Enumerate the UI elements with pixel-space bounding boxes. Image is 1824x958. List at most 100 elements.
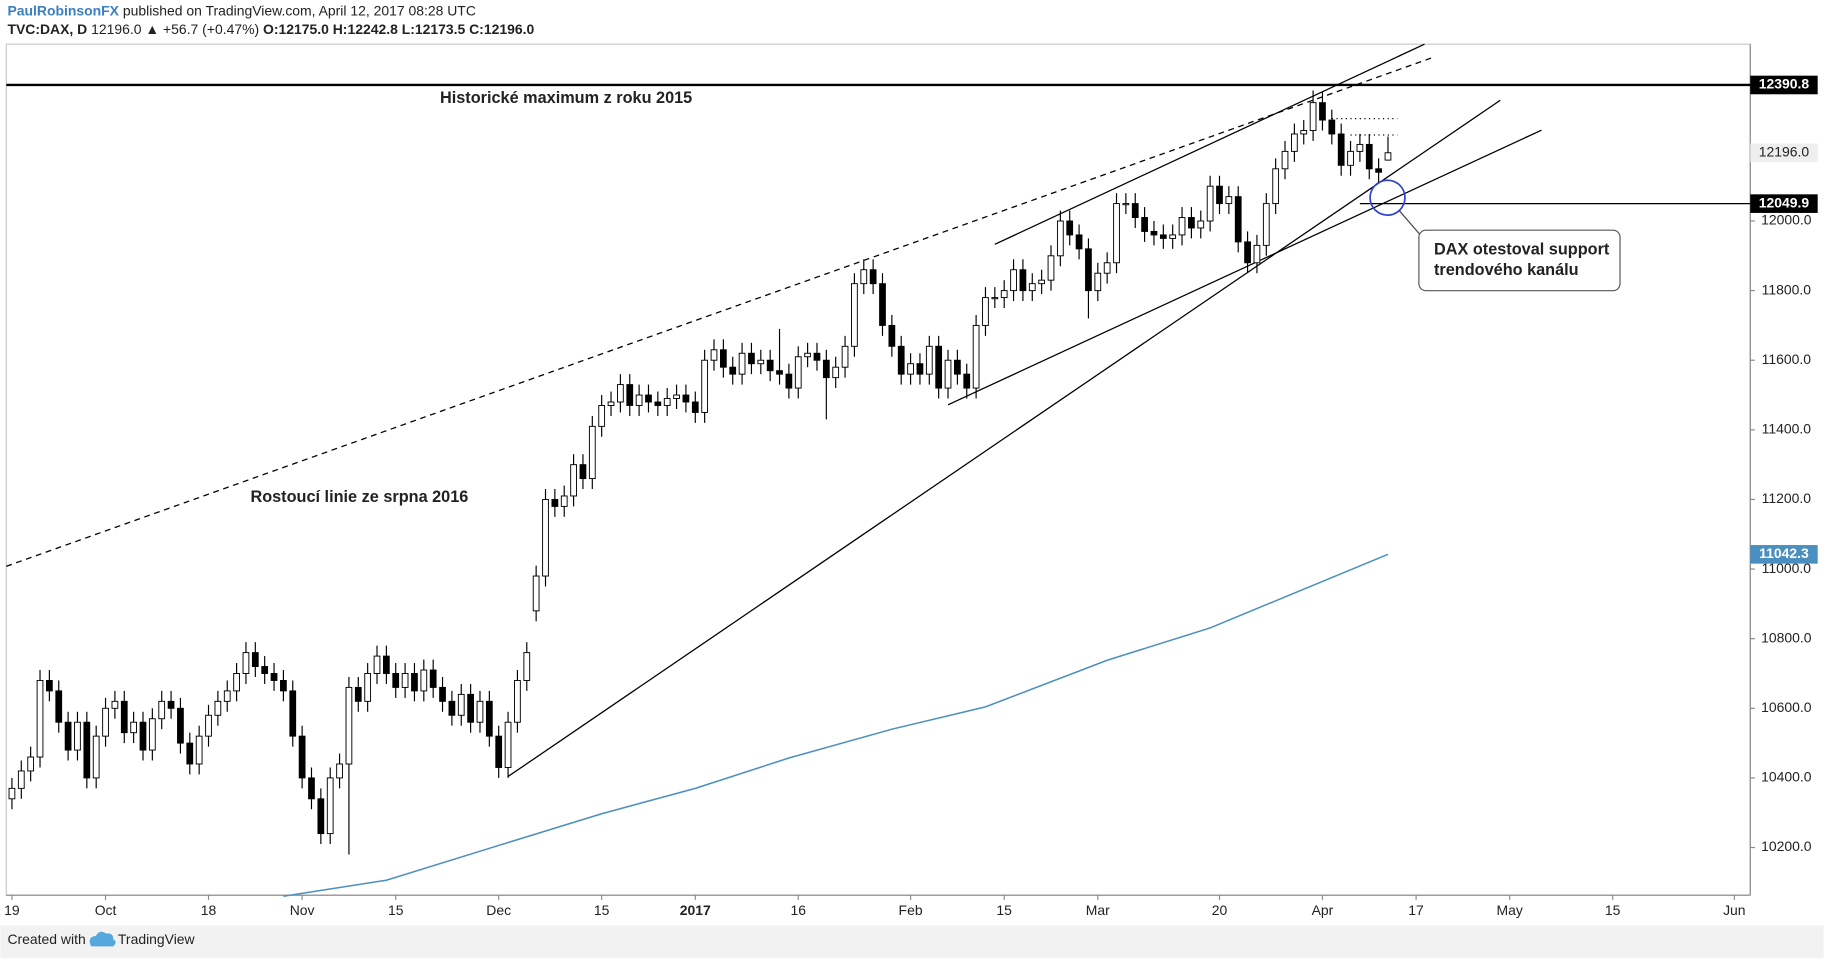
- callout-box: [1418, 229, 1621, 292]
- candle-body: [963, 373, 971, 389]
- candle-body: [663, 398, 671, 406]
- candle-body: [542, 498, 549, 577]
- candle-body: [64, 721, 72, 751]
- candle-body: [27, 756, 35, 772]
- price-tag: [1750, 194, 1818, 213]
- candle-body: [776, 370, 783, 375]
- candle-body: [17, 770, 25, 789]
- change: ▲ +56.7 (+0.47%): [145, 21, 259, 37]
- candle-body: [645, 394, 652, 403]
- candle-body: [186, 742, 194, 765]
- candle-body: [504, 721, 512, 768]
- candle-body: [822, 359, 830, 379]
- trendline: [6, 57, 1432, 567]
- candle-body: [317, 798, 325, 835]
- candle-body: [691, 401, 699, 413]
- candle-body: [1375, 168, 1382, 173]
- candle-body: [1188, 217, 1195, 229]
- candle-body: [120, 700, 128, 734]
- logo[interactable]: [89, 931, 116, 947]
- candle-body: [738, 352, 746, 375]
- candle-body: [1131, 203, 1139, 218]
- x-tick-label: Apr: [1312, 902, 1334, 918]
- candle-body: [757, 359, 765, 365]
- candle-body: [457, 693, 465, 716]
- candle-body: [289, 690, 297, 737]
- candle-body: [429, 669, 437, 688]
- candle-body: [794, 356, 802, 389]
- candle-body: [673, 394, 680, 399]
- candle-body: [766, 359, 774, 372]
- candle-body: [1319, 102, 1326, 121]
- y-tick-label: 11600.0: [1762, 351, 1812, 367]
- x-tick-label: Mar: [1086, 902, 1110, 918]
- candle-body: [177, 707, 184, 744]
- candle-body: [214, 700, 222, 716]
- candle-body: [1384, 152, 1392, 161]
- candle-body: [832, 366, 840, 379]
- candle-body: [130, 721, 137, 734]
- candle-body: [1094, 272, 1102, 292]
- symbol-line: TVC:DAX, D 12196.0 ▲ +56.7 (+0.47%) O:12…: [7, 21, 534, 37]
- candle-body: [111, 700, 119, 709]
- candle-body: [401, 673, 409, 688]
- candle-body: [851, 283, 858, 347]
- candle-body: [195, 735, 203, 765]
- candle-body: [46, 679, 53, 692]
- candle-body: [364, 673, 372, 702]
- candle-body: [345, 686, 353, 765]
- candle-body: [588, 425, 596, 480]
- highlight-circle: [1369, 179, 1406, 216]
- candle-body: [242, 652, 250, 674]
- x-tick-label: 18: [201, 902, 217, 918]
- candle-body: [897, 345, 905, 375]
- x-tick-label: Feb: [899, 902, 923, 918]
- candle-body: [467, 693, 474, 723]
- candle-body: [925, 345, 933, 375]
- candle-body: [1010, 269, 1017, 292]
- candle-body: [354, 686, 362, 702]
- candle-body: [476, 700, 484, 723]
- published: published on TradingView.com, April 12, …: [123, 2, 476, 18]
- x-tick-label: 15: [996, 902, 1012, 918]
- candle-body: [607, 401, 615, 406]
- candle-body: [1019, 269, 1027, 292]
- candle-body: [523, 652, 531, 681]
- candle-body: [448, 700, 456, 716]
- y-tick-label: 10600.0: [1761, 699, 1812, 715]
- candle-body: [411, 673, 418, 692]
- candle-body: [860, 269, 868, 285]
- candle-body: [439, 686, 446, 702]
- candle-body: [514, 679, 521, 723]
- x-tick-label: 17: [1408, 902, 1424, 918]
- x-tick-label: 19: [4, 902, 20, 918]
- candle-body: [1056, 220, 1064, 257]
- candle-body: [1253, 244, 1261, 264]
- candle-body: [1178, 217, 1186, 236]
- footer-brand[interactable]: TradingView: [118, 931, 196, 947]
- trendline: [507, 99, 1501, 778]
- candle-body: [485, 700, 493, 737]
- candle-body: [907, 363, 914, 375]
- annotation: DAX otestoval support: [1434, 240, 1610, 258]
- y-tick-label: 12000.0: [1761, 212, 1812, 228]
- x-tick-label: 16: [790, 902, 806, 918]
- candle-body: [1028, 283, 1036, 292]
- candle-body: [336, 763, 343, 779]
- candle-body: [251, 652, 259, 667]
- candle-body: [1159, 234, 1167, 239]
- candle-body: [869, 269, 877, 285]
- candle-body: [36, 679, 44, 758]
- candle-body: [158, 700, 166, 720]
- annotation: trendového kanálu: [1434, 261, 1579, 279]
- candle-body: [1206, 185, 1214, 222]
- candle-body: [1291, 133, 1298, 152]
- author[interactable]: PaulRobinsonFX: [7, 2, 119, 18]
- candle-body: [682, 394, 690, 403]
- candle-body: [879, 283, 886, 326]
- last-price-label: 12196.0: [1759, 143, 1810, 159]
- candle-body: [579, 464, 587, 480]
- candle-body: [205, 714, 212, 737]
